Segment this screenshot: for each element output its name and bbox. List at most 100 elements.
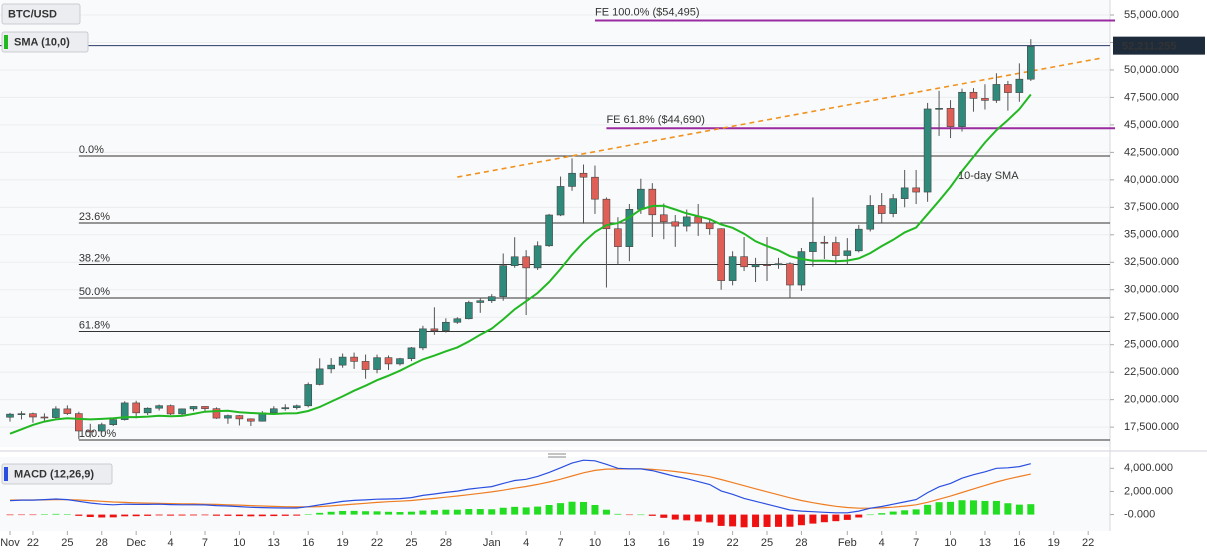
histogram-bar	[350, 510, 358, 515]
histogram-bar	[499, 507, 507, 515]
histogram-bar	[465, 509, 473, 515]
candle-body	[809, 241, 817, 252]
candle-body	[361, 361, 370, 370]
candle-body	[396, 358, 404, 365]
macd-title: MACD (12,26,9)	[14, 468, 94, 480]
histogram-bar	[270, 514, 278, 517]
histogram-bar	[29, 514, 37, 516]
macd-plot-bg	[0, 457, 1110, 531]
histogram-bar	[63, 514, 71, 515]
candle-body	[476, 300, 485, 303]
candle-body	[52, 408, 60, 418]
histogram-bar	[17, 514, 25, 516]
histogram-bar	[866, 514, 874, 516]
candle-body	[86, 430, 95, 433]
candle-body	[442, 321, 450, 331]
candle-body	[201, 406, 209, 409]
fe-label: FE 61.8% ($44,690)	[606, 114, 704, 126]
histogram-bar	[843, 514, 851, 520]
x-tick-label: 22	[726, 537, 738, 549]
macd-line	[9, 459, 1031, 514]
histogram-bar	[740, 514, 748, 528]
y-tick-label: 20,000.000	[1124, 394, 1179, 406]
legend-sma-box	[1, 31, 89, 53]
x-tick-label: 13	[268, 537, 280, 549]
x-tick-label: Nov	[0, 537, 20, 549]
x-tick-label: 22	[27, 537, 39, 549]
histogram-bar	[6, 514, 14, 516]
histogram-bar	[98, 514, 106, 518]
candle-body	[487, 296, 496, 302]
histogram-bar	[671, 514, 679, 520]
candle-body	[384, 357, 393, 365]
legend-sma: SMA (10,0)	[14, 36, 70, 48]
histogram-bar	[522, 507, 530, 515]
x-tick-label: 10	[233, 537, 245, 549]
histogram-bar	[809, 514, 817, 524]
x-tick-label: Jan	[483, 537, 501, 549]
candle-body	[155, 405, 163, 409]
histogram-bar	[981, 500, 989, 515]
histogram-bar	[396, 512, 404, 515]
histogram-bar	[212, 514, 220, 516]
candle-body	[270, 408, 278, 414]
candle-body	[304, 384, 313, 407]
histogram-bar	[86, 514, 94, 518]
candle-body	[109, 419, 118, 425]
histogram-bar	[121, 514, 129, 517]
candle-body	[900, 187, 909, 199]
candle-body	[1015, 78, 1024, 93]
candle-body	[832, 242, 840, 256]
y-tick-label: 22,500.000	[1124, 366, 1179, 378]
histogram-bar	[602, 509, 610, 515]
x-tick-label: 10	[589, 537, 601, 549]
candle-body	[453, 318, 462, 323]
candle-body	[912, 187, 920, 193]
candle-body	[843, 250, 852, 256]
candle-body	[327, 364, 335, 370]
histogram-bar	[132, 514, 140, 517]
histogram-bar	[912, 509, 920, 515]
y-tick-label: 42,500.000	[1124, 146, 1179, 158]
x-tick-label: 25	[405, 537, 417, 549]
candle-body	[556, 186, 565, 216]
candle-body	[6, 413, 14, 418]
y-tick-label: 30,000.000	[1124, 284, 1179, 296]
candle-body	[751, 264, 760, 268]
histogram-bar	[190, 514, 198, 516]
candle-body	[510, 256, 519, 266]
x-tick-label: 28	[795, 537, 807, 549]
x-tick-label: 28	[440, 537, 452, 549]
y-tick-label: 25,000.000	[1124, 339, 1179, 351]
histogram-bar	[75, 514, 83, 516]
y-tick-label: 32,500.000	[1124, 256, 1179, 268]
candle-body	[29, 413, 37, 418]
candle-body	[866, 205, 875, 230]
candle-body	[373, 357, 381, 370]
candle-body	[522, 256, 530, 269]
x-tick-label: 19	[692, 537, 704, 549]
legend-sma-swatch	[4, 35, 8, 49]
histogram-bar	[293, 514, 301, 516]
histogram-bar	[924, 504, 932, 515]
y-tick-label: 40,000.000	[1124, 174, 1179, 186]
x-tick-label: 16	[658, 537, 670, 549]
candle-body	[178, 408, 186, 415]
histogram-bar	[591, 504, 599, 515]
histogram-bar	[889, 511, 897, 515]
candle-body	[659, 214, 668, 223]
candle-body	[923, 108, 932, 193]
candle-body	[315, 368, 324, 385]
candle-body	[763, 264, 771, 266]
histogram-bar	[797, 514, 805, 526]
histogram-bar	[958, 500, 966, 515]
candle-body	[247, 418, 255, 422]
candle-body	[143, 407, 152, 414]
histogram-bar	[224, 514, 232, 516]
candle-body	[820, 241, 829, 244]
histogram-bar	[407, 511, 415, 515]
candle-body	[740, 256, 748, 268]
histogram-bar	[557, 503, 565, 515]
candle-body	[235, 415, 244, 420]
x-tick-label: 13	[623, 537, 635, 549]
